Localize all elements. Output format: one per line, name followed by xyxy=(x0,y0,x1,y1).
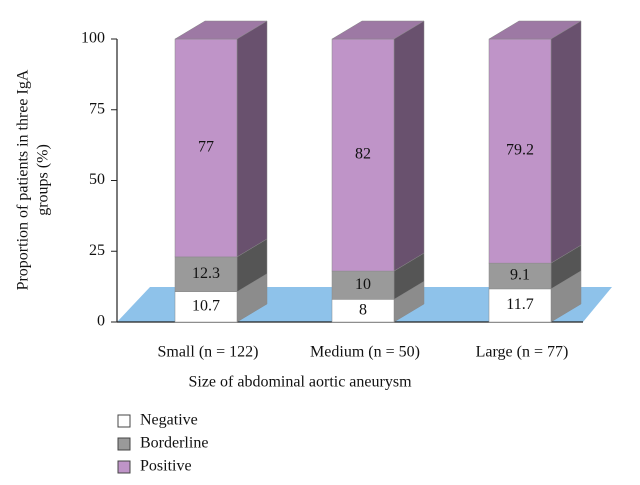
data-label: 82 xyxy=(355,146,371,163)
bar-side xyxy=(393,20,425,272)
data-label: 10 xyxy=(355,276,371,293)
data-label: 10.7 xyxy=(192,298,220,315)
bar xyxy=(331,38,395,272)
bar-top xyxy=(174,20,268,40)
y-axis-label: Proportion of patients in three IgA xyxy=(15,69,32,290)
bar xyxy=(488,288,552,323)
x-axis-label: Size of abdominal aortic aneurysm xyxy=(188,374,412,391)
bar-top xyxy=(331,20,425,40)
data-label: 9.1 xyxy=(510,267,530,284)
legend-swatch xyxy=(117,437,131,451)
bar-top xyxy=(488,20,582,40)
x-tick-label: Small (n = 122) xyxy=(157,344,258,361)
data-label: 8 xyxy=(359,301,367,318)
y-tick-label: 50 xyxy=(89,171,105,188)
bar-side xyxy=(236,20,268,258)
y-tick-label: 0 xyxy=(97,313,105,330)
bar xyxy=(488,262,552,290)
legend-label: Borderline xyxy=(140,435,208,452)
legend-label: Positive xyxy=(140,458,192,475)
bar xyxy=(488,38,552,264)
data-label: 12.3 xyxy=(192,265,220,282)
y-tick-label: 75 xyxy=(89,100,105,117)
x-tick-label: Medium (n = 50) xyxy=(310,344,420,361)
bar xyxy=(174,256,238,292)
y-tick-label: 100 xyxy=(81,30,105,47)
x-tick-label: Large (n = 77) xyxy=(476,344,569,361)
legend-swatch xyxy=(117,414,131,428)
y-tick-label: 25 xyxy=(89,242,105,259)
bar-side xyxy=(550,20,582,264)
bar xyxy=(331,270,395,300)
bar xyxy=(174,38,238,258)
data-label: 79.2 xyxy=(506,142,534,159)
data-label: 11.7 xyxy=(506,296,533,313)
bar xyxy=(174,291,238,323)
y-axis-label: groups (%) xyxy=(35,144,52,216)
legend-label: Negative xyxy=(140,412,198,429)
legend-swatch xyxy=(117,460,131,474)
data-label: 77 xyxy=(198,139,214,156)
